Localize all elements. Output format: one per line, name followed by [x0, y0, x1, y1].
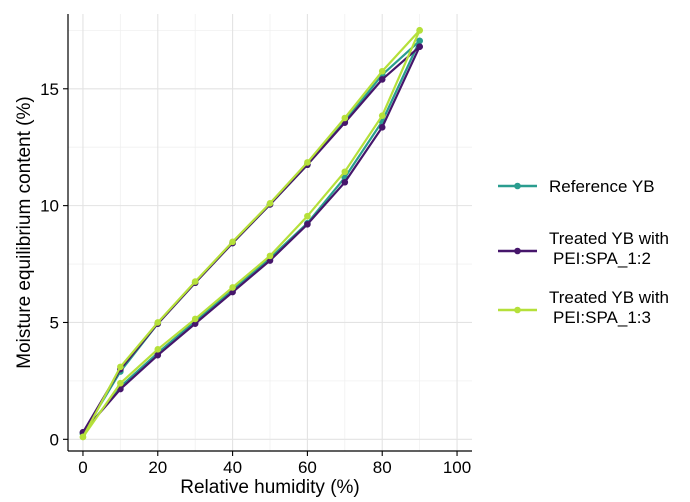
series-1 — [79, 37, 423, 437]
series-2-point — [154, 351, 162, 359]
series-2-point — [341, 178, 349, 186]
series-3-point — [266, 252, 274, 260]
series — [79, 27, 423, 441]
legend-key-point — [514, 182, 521, 190]
y-tick-label: 15 — [40, 80, 59, 99]
axes: 0 20 40 60 80 100 0 5 10 15 Relative humidity (%) M… — [14, 14, 472, 498]
series-2-point — [191, 320, 199, 327]
series-3-line-adsorption — [81, 29, 421, 439]
legend-label: Treated YB with PEI:SPA_1:2 — [549, 229, 669, 268]
series-3-point — [79, 433, 87, 441]
series-3-point — [117, 363, 124, 371]
series-3 — [79, 27, 423, 441]
x-tick-label: 0 — [78, 458, 87, 477]
series-3-point — [191, 278, 199, 285]
x-tick-label: 40 — [223, 458, 242, 477]
legend-item-2: Treated YB with PEI:SPA_1:2 — [498, 229, 669, 268]
series-3-point — [341, 168, 349, 176]
y-tick-label: 10 — [40, 197, 59, 216]
series-3-point — [341, 114, 349, 122]
series-2-point — [229, 288, 236, 296]
y-tick-label: 5 — [50, 313, 59, 332]
legend-label: Reference YB — [549, 177, 655, 196]
x-tick-label: 100 — [443, 458, 471, 477]
legend-key-point — [514, 306, 521, 314]
series-3-point — [154, 346, 162, 353]
x-tick-label: 80 — [373, 458, 392, 477]
series-3-point — [304, 159, 311, 166]
legend-item-1: Reference YB — [498, 177, 655, 196]
series-3-point — [229, 284, 236, 291]
x-axis-title: Relative humidity (%) — [180, 477, 360, 498]
series-2-point — [304, 221, 311, 228]
legend-label: Treated YB with PEI:SPA_1:3 — [549, 288, 669, 327]
legend: Reference YB Treated YB with PEI:SPA_1:2 Tr… — [498, 177, 669, 327]
series-1-point — [416, 37, 423, 45]
series-3-point — [378, 67, 386, 75]
legend-item-3: Treated YB with PEI:SPA_1:3 — [498, 288, 669, 327]
series-2-line-adsorption — [81, 45, 421, 434]
series-3-point — [191, 315, 199, 323]
series-3-line-desorption — [81, 29, 421, 439]
series-2-point — [266, 257, 274, 264]
y-axis-title: Moisture equilibrium content (%) — [14, 96, 35, 368]
series-2-point — [416, 43, 423, 51]
x-tick-label: 60 — [298, 458, 317, 477]
grid — [68, 14, 472, 451]
series-3-point — [117, 379, 124, 387]
series-3-point — [304, 212, 311, 220]
series-3-point — [154, 319, 162, 326]
legend-key-point — [514, 247, 521, 255]
series-3-point — [266, 199, 274, 207]
series-3-point — [378, 112, 386, 119]
series-3-point — [416, 27, 423, 34]
series-1-line-adsorption — [81, 39, 421, 435]
series-2-point — [378, 124, 386, 131]
series-3-point — [229, 238, 236, 246]
y-tick-label: 0 — [50, 430, 59, 449]
series-2-point — [378, 76, 386, 83]
x-tick-label: 20 — [148, 458, 167, 477]
